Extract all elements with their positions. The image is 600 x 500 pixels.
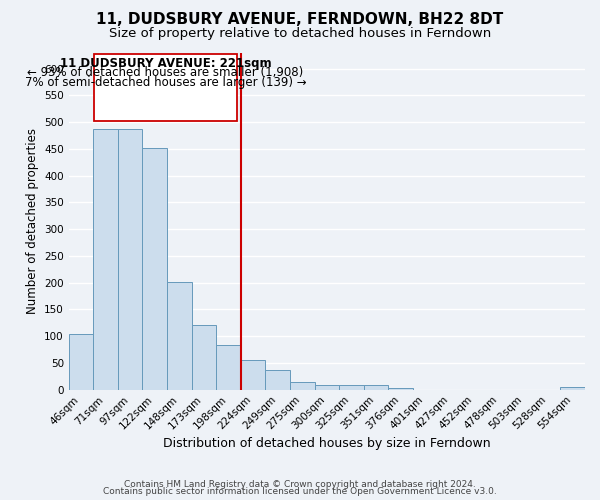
- Bar: [167, 282, 191, 390]
- Bar: [290, 382, 314, 390]
- Bar: [314, 385, 339, 390]
- Text: Contains public sector information licensed under the Open Government Licence v3: Contains public sector information licen…: [103, 487, 497, 496]
- Bar: [364, 385, 388, 390]
- Text: ← 93% of detached houses are smaller (1,908): ← 93% of detached houses are smaller (1,…: [28, 66, 304, 80]
- Bar: [68, 334, 93, 390]
- Bar: [216, 345, 241, 390]
- Bar: [560, 387, 585, 390]
- Bar: [191, 326, 216, 390]
- Bar: [142, 148, 167, 390]
- Text: Size of property relative to detached houses in Ferndown: Size of property relative to detached ho…: [109, 28, 491, 40]
- Bar: [339, 385, 364, 390]
- Text: 7% of semi-detached houses are larger (139) →: 7% of semi-detached houses are larger (1…: [25, 76, 306, 89]
- Bar: [118, 129, 142, 390]
- Y-axis label: Number of detached properties: Number of detached properties: [26, 128, 38, 314]
- Text: 11 DUDSBURY AVENUE: 221sqm: 11 DUDSBURY AVENUE: 221sqm: [59, 57, 271, 70]
- Bar: [241, 360, 265, 390]
- Text: Contains HM Land Registry data © Crown copyright and database right 2024.: Contains HM Land Registry data © Crown c…: [124, 480, 476, 489]
- Bar: [388, 388, 413, 390]
- FancyBboxPatch shape: [94, 54, 237, 121]
- Text: 11, DUDSBURY AVENUE, FERNDOWN, BH22 8DT: 11, DUDSBURY AVENUE, FERNDOWN, BH22 8DT: [97, 12, 503, 28]
- Bar: [265, 370, 290, 390]
- Bar: [93, 129, 118, 390]
- X-axis label: Distribution of detached houses by size in Ferndown: Distribution of detached houses by size …: [163, 437, 491, 450]
